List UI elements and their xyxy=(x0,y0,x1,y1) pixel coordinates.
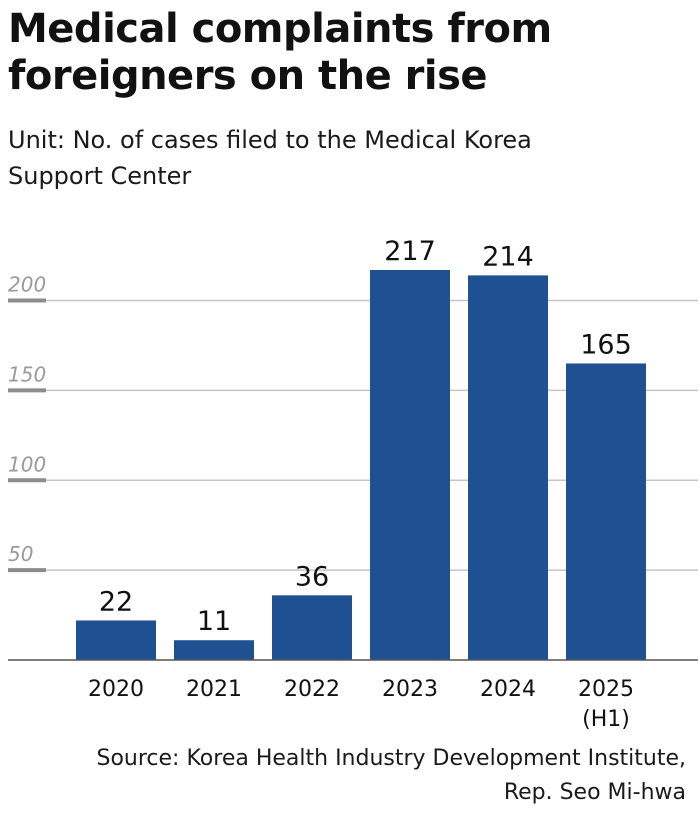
bar-4 xyxy=(468,275,548,660)
value-label-3: 217 xyxy=(384,236,436,267)
x-tick-label-2: 2022 xyxy=(284,677,340,702)
y-tick-label-50: 50 xyxy=(8,542,33,566)
value-label-1: 11 xyxy=(197,606,231,637)
chart-title: Medical complaints from foreigners on th… xyxy=(8,6,688,100)
bar-2 xyxy=(272,595,352,660)
source-note: Source: Korea Health Industry Developmen… xyxy=(6,742,687,810)
bar-5 xyxy=(566,363,646,660)
y-tick-label-200: 200 xyxy=(8,273,46,297)
title-line-2: foreigners on the rise xyxy=(8,53,488,99)
bar-3 xyxy=(370,270,450,660)
source-line-1: Source: Korea Health Industry Developmen… xyxy=(96,746,687,771)
value-label-0: 22 xyxy=(99,586,133,617)
y-tick-label-150: 150 xyxy=(8,362,46,386)
unit-note: Unit: No. of cases filed to the Medical … xyxy=(8,122,688,194)
value-label-2: 36 xyxy=(295,561,329,592)
value-label-4: 214 xyxy=(482,241,534,272)
source-line-2: Rep. Seo Mi-hwa xyxy=(503,780,686,805)
value-label-5: 165 xyxy=(580,329,632,360)
unit-line-1: Unit: No. of cases filed to the Medical … xyxy=(8,126,532,154)
x-tick-label-0: 2020 xyxy=(88,677,144,702)
x-tick-label-4: 2024 xyxy=(480,677,536,702)
unit-line-2: Support Center xyxy=(8,162,192,190)
x-tick-label-1: 2021 xyxy=(186,677,242,702)
bar-0 xyxy=(76,620,156,660)
bar-chart: 50 100 150 200 22 2020 11 2021 36 2022 217 2023 214 2… xyxy=(8,236,698,732)
x-tick-label-3: 2023 xyxy=(382,677,438,702)
x-tick-label-5: 2025 xyxy=(578,677,634,702)
y-tick-label-100: 100 xyxy=(8,452,46,476)
x-tick-sublabel-5: (H1) xyxy=(582,707,630,732)
bar-1 xyxy=(174,640,254,660)
title-line-1: Medical complaints from xyxy=(8,6,552,52)
